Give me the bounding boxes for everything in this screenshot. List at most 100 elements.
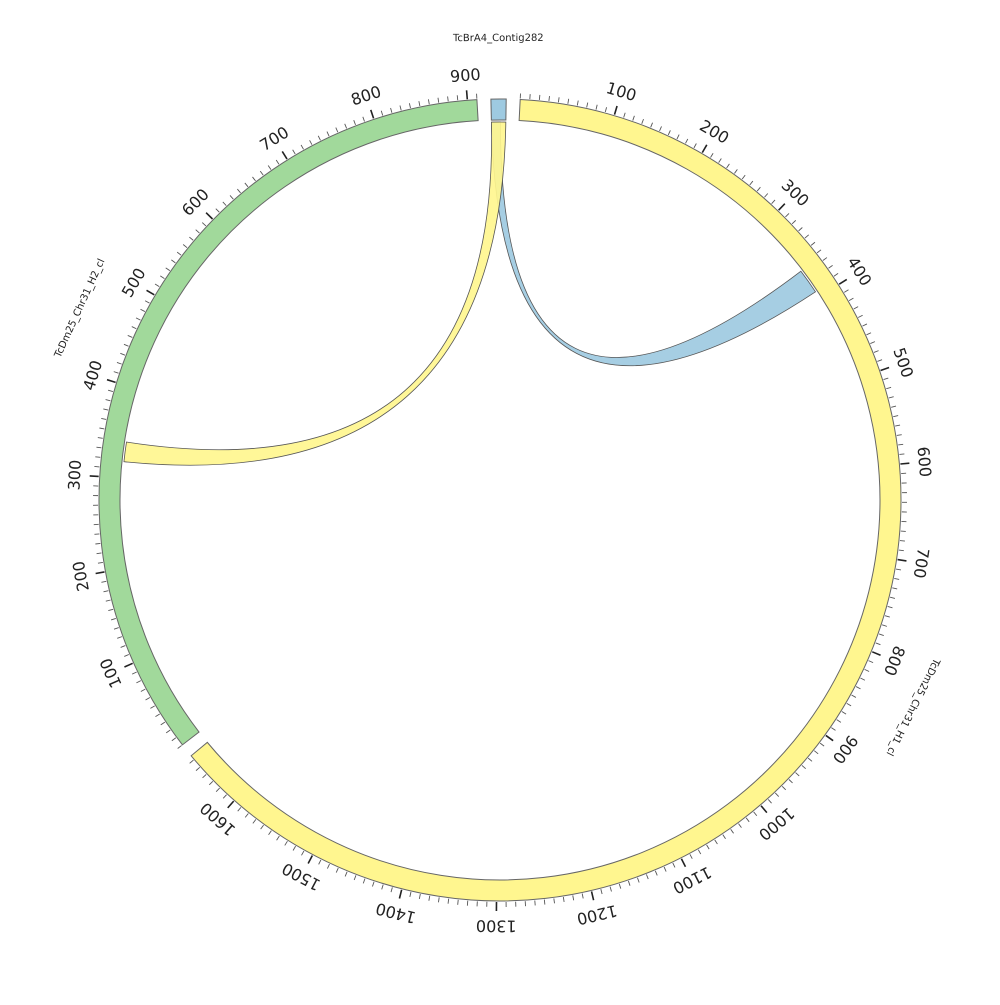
major-tick (399, 890, 401, 899)
minor-tick (888, 606, 893, 607)
minor-tick (345, 124, 347, 129)
minor-tick (886, 387, 891, 388)
major-tick (881, 368, 890, 371)
minor-tick (573, 895, 574, 900)
major-tick (90, 476, 99, 477)
minor-tick (568, 99, 569, 104)
minor-tick (768, 799, 771, 803)
minor-tick (823, 258, 827, 261)
major-tick (282, 151, 287, 159)
minor-tick (558, 97, 559, 102)
minor-tick (124, 344, 129, 346)
minor-tick (276, 160, 279, 164)
major-tick (107, 380, 116, 383)
minor-tick (694, 143, 696, 147)
minor-tick (117, 637, 122, 639)
sequence-label-h2: TcDm25_Chr31_H2_cl (52, 257, 107, 360)
major-tick (761, 806, 767, 813)
minor-tick (146, 698, 150, 700)
tick-label-h2: 300 (64, 459, 85, 491)
minor-tick (610, 887, 611, 892)
minor-tick (196, 230, 200, 233)
major-tick (898, 560, 907, 561)
minor-tick (860, 678, 864, 680)
minor-tick (223, 795, 226, 799)
minor-tick (885, 616, 890, 617)
minor-tick (103, 409, 108, 410)
minor-tick (95, 457, 100, 458)
minor-tick (354, 120, 356, 125)
minor-tick (95, 543, 100, 544)
minor-tick (876, 643, 881, 645)
minor-tick (285, 841, 288, 845)
minor-tick (896, 569, 901, 570)
minor-tick (866, 333, 871, 335)
minor-tick (293, 150, 296, 154)
minor-tick (772, 200, 775, 204)
minor-tick (145, 301, 149, 303)
tick-label-h1: 1600 (196, 799, 239, 840)
minor-tick (884, 378, 889, 379)
minor-tick (336, 868, 338, 873)
tick-label-h2: 900 (449, 65, 481, 86)
minor-tick (563, 897, 564, 902)
minor-tick (854, 307, 858, 309)
minor-tick (677, 135, 679, 139)
minor-tick (820, 743, 824, 746)
minor-tick (230, 195, 233, 199)
minor-tick (155, 714, 159, 717)
minor-tick (690, 854, 692, 858)
minor-tick (844, 290, 848, 293)
minor-tick (829, 265, 833, 268)
minor-tick (161, 722, 165, 725)
minor-tick (746, 818, 749, 822)
minor-tick (789, 779, 793, 782)
minor-tick (189, 237, 193, 240)
minor-tick (400, 105, 401, 110)
minor-tick (293, 846, 296, 850)
minor-tick (847, 703, 851, 706)
minor-tick (738, 824, 741, 828)
tick-label-h1: 1400 (374, 899, 418, 927)
minor-tick (238, 807, 241, 811)
minor-tick (750, 181, 753, 185)
minor-tick (124, 654, 129, 656)
segment-h2 (99, 100, 478, 745)
major-tick (467, 90, 468, 99)
minor-tick (245, 183, 248, 187)
major-tick (228, 801, 234, 808)
minor-tick (544, 900, 545, 905)
minor-tick (673, 863, 675, 868)
minor-tick (301, 145, 303, 149)
minor-tick (549, 96, 550, 101)
minor-tick (890, 597, 895, 598)
minor-tick (870, 342, 875, 344)
minor-tick (796, 773, 800, 776)
minor-tick (132, 672, 137, 674)
tick-label-h1: 100 (604, 78, 639, 105)
minor-tick (245, 813, 248, 817)
minor-tick (619, 884, 620, 889)
minor-tick (668, 130, 670, 135)
minor-tick (651, 123, 653, 128)
minor-tick (731, 829, 734, 833)
minor-tick (685, 139, 687, 143)
minor-tick (811, 242, 815, 245)
minor-tick (172, 738, 176, 741)
minor-tick (893, 416, 898, 417)
minor-tick (805, 235, 809, 238)
minor-tick (792, 220, 796, 223)
minor-tick (577, 101, 578, 106)
minor-tick (817, 250, 821, 253)
minor-tick (900, 541, 905, 542)
minor-tick (121, 646, 126, 648)
minor-tick (637, 878, 639, 883)
minor-tick (391, 887, 392, 892)
minor-tick (103, 591, 108, 592)
minor-tick (775, 793, 778, 797)
minor-tick (814, 751, 818, 754)
minor-tick (869, 661, 874, 663)
minor-tick (114, 372, 119, 374)
minor-tick (882, 625, 887, 627)
